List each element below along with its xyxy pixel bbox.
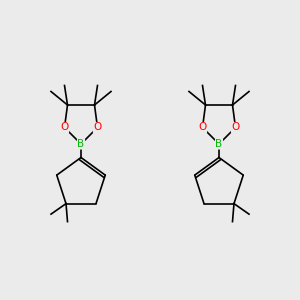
Text: B: B (215, 139, 223, 149)
Text: O: O (93, 122, 102, 133)
Text: O: O (231, 122, 240, 133)
Text: O: O (60, 122, 69, 133)
Text: O: O (198, 122, 207, 133)
Text: B: B (77, 139, 85, 149)
